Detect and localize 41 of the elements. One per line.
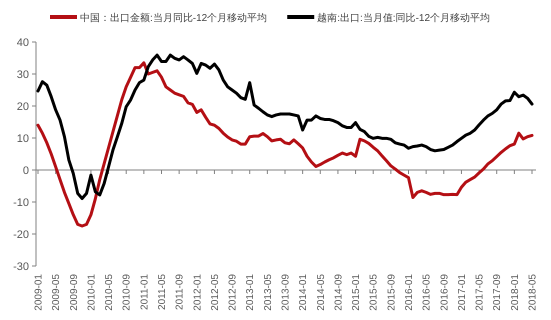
x-tick-label: 2015-09 (386, 274, 398, 311)
x-tick-label: 2010-09 (122, 274, 133, 311)
y-tick-label: 10 (16, 133, 29, 145)
x-tick-label: 2013-09 (280, 274, 292, 311)
x-tick-label: 2013-01 (245, 274, 256, 311)
x-tick-label: 2013-05 (262, 274, 274, 311)
x-tick-label: 2012-09 (228, 274, 239, 311)
x-tick-label: 2009-09 (68, 274, 80, 311)
y-tick-label: 40 (16, 37, 29, 49)
x-tick-label: 2018-01 (510, 274, 521, 311)
x-tick-label: 2012-05 (210, 274, 221, 311)
x-tick-label: 2014-01 (298, 274, 310, 311)
line-series (36, 54, 534, 200)
x-tick-label: 2010-05 (104, 274, 116, 311)
y-tick-label: -20 (13, 229, 29, 241)
x-tick-label: 2015-05 (368, 274, 380, 311)
y-tick-label: 0 (22, 165, 29, 177)
x-tick-label: 2018-05 (528, 274, 538, 311)
y-tick-label: -10 (13, 197, 29, 209)
x-tick-label: 2009-05 (51, 274, 62, 311)
x-tick-label: 2010-01 (86, 274, 98, 311)
x-tick-label: 2009-01 (34, 274, 44, 311)
x-tick-label: 2011-05 (157, 274, 168, 310)
x-tick-label: 2014-09 (333, 274, 344, 311)
x-tick-label: 2017-09 (492, 274, 504, 311)
line-series (36, 61, 534, 228)
y-tick-label: 30 (16, 69, 29, 81)
x-tick-label: 2011-09 (174, 274, 186, 310)
x-tick-label: 2016-09 (439, 274, 450, 311)
legend-label: 越南:出口:当月值:同比-12个月移动平均 (317, 12, 490, 24)
x-tick-label: 2017-01 (456, 274, 468, 311)
x-tick-label: 2015-01 (351, 274, 362, 311)
x-tick-label: 2012-01 (192, 274, 204, 311)
x-tick-label: 2011-01 (139, 274, 150, 310)
x-tick-label: 2017-05 (474, 274, 486, 311)
legend-label: 中国：出口金额:当月同比-12个月移动平均 (80, 12, 268, 24)
x-tick-label: 2016-01 (404, 274, 415, 311)
y-tick-label: 20 (16, 101, 29, 113)
x-tick-label: 2014-05 (316, 274, 327, 311)
y-tick-label: -30 (13, 261, 29, 273)
x-tick-label: 2016-05 (422, 274, 433, 311)
